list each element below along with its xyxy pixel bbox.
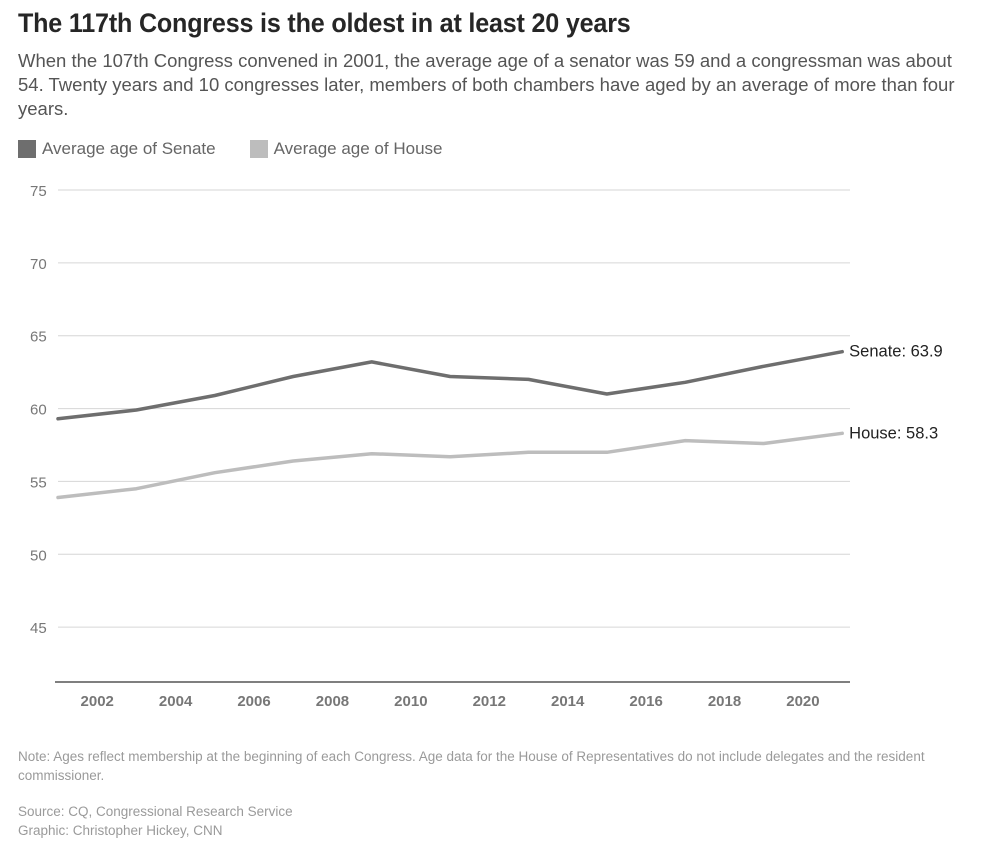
y-tick-label: 45 xyxy=(30,620,47,637)
chart-subtitle: When the 107th Congress convened in 2001… xyxy=(18,50,955,119)
end-label-senate: Senate: 63.9 xyxy=(849,343,943,361)
line-chart: 45 50 55 60 65 70 75 2002 2004 2006 2008 2010 2012 20… xyxy=(30,183,943,710)
x-tick-label: 2002 xyxy=(81,693,114,710)
x-tick-label: 2016 xyxy=(629,693,662,710)
x-tick-label: 2020 xyxy=(786,693,819,710)
y-tick-label: 75 xyxy=(30,183,47,200)
y-tick-label: 60 xyxy=(30,402,47,419)
series-line-house xyxy=(56,431,844,500)
chart-title: The 117th Congress is the oldest in at l… xyxy=(18,8,631,38)
x-tick-label: 2008 xyxy=(316,693,349,710)
source-line: Source: CQ, Congressional Research Servi… xyxy=(18,804,293,819)
x-tick-label: 2010 xyxy=(394,693,427,710)
x-tick-label: 2014 xyxy=(551,693,585,710)
y-tick-label: 70 xyxy=(30,256,47,273)
legend-item-house: Average age of House xyxy=(249,139,443,159)
graphic-credit: Graphic: Christopher Hickey, CNN xyxy=(18,823,223,838)
y-tick-label: 50 xyxy=(30,547,47,564)
legend-label-senate: Average age of Senate xyxy=(42,139,216,158)
x-tick-label: 2012 xyxy=(473,693,506,710)
legend-swatch-senate xyxy=(18,140,36,158)
chart-note: Note: Ages reflect membership at the beg… xyxy=(18,749,925,783)
legend-swatch-house xyxy=(249,140,268,158)
y-tick-label: 65 xyxy=(30,329,47,346)
end-label-house: House: 58.3 xyxy=(849,424,938,442)
legend-label-house: Average age of House xyxy=(273,139,443,158)
x-tick-label: 2006 xyxy=(237,693,270,710)
legend-item-senate: Average age of Senate xyxy=(18,139,216,159)
x-tick-label: 2018 xyxy=(708,693,741,710)
series-line-senate xyxy=(56,349,844,421)
y-tick-label: 55 xyxy=(30,474,47,491)
chart-legend: Average age of Senate Average age of Hou… xyxy=(18,139,476,159)
x-tick-label: 2004 xyxy=(159,693,193,710)
chart-credits: Source: CQ, Congressional Research Servi… xyxy=(18,802,293,840)
